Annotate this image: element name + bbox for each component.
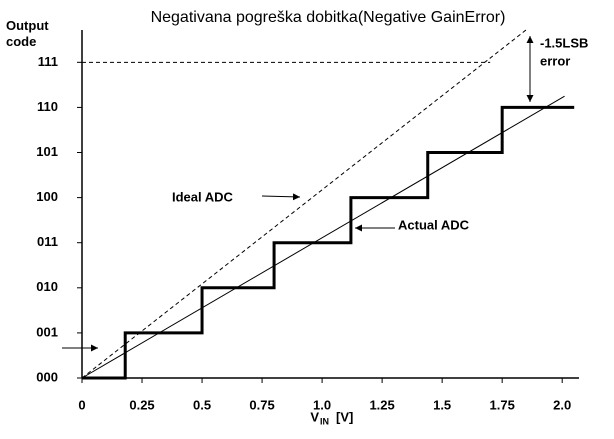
y-tick-label: 010 xyxy=(36,279,58,294)
x-axis-label-unit: [V] xyxy=(336,409,353,424)
annotation: error xyxy=(540,53,570,68)
x-axis-label-subscript: IN xyxy=(320,416,329,426)
x-tick-label: 0.25 xyxy=(129,397,154,412)
y-tick-label: 110 xyxy=(37,99,58,114)
y-tick-label: 100 xyxy=(36,189,58,204)
x-axis-label: V xyxy=(310,409,319,424)
y-tick-label: 001 xyxy=(36,324,58,339)
x-tick-label: 1.75 xyxy=(490,397,515,412)
y-tick-label: 111 xyxy=(38,54,58,69)
annotation: Ideal ADC xyxy=(172,189,234,204)
x-tick-label: 1.0 xyxy=(313,397,331,412)
y-tick-label: 101 xyxy=(36,144,58,159)
chart-title: Negativana pogreška dobitka(Negative Gai… xyxy=(151,9,506,26)
y-tick-label: 011 xyxy=(37,234,58,249)
series-line xyxy=(81,29,527,379)
x-tick-label: 1.25 xyxy=(369,397,394,412)
x-tick-label: 0 xyxy=(78,397,85,412)
x-tick-label: 0.5 xyxy=(193,397,211,412)
x-tick-label: 0.75 xyxy=(249,397,274,412)
x-tick-label: 1.5 xyxy=(433,397,451,412)
series-line xyxy=(81,95,565,379)
annotation: Actual ADC xyxy=(398,217,470,232)
y-axis-label: Output code xyxy=(6,18,49,49)
annotation: -1.5LSB xyxy=(540,35,588,50)
arrow xyxy=(261,193,301,201)
x-tick-label: 2.0 xyxy=(553,397,571,412)
y-tick-label: 000 xyxy=(36,369,58,384)
series-line xyxy=(82,105,575,380)
